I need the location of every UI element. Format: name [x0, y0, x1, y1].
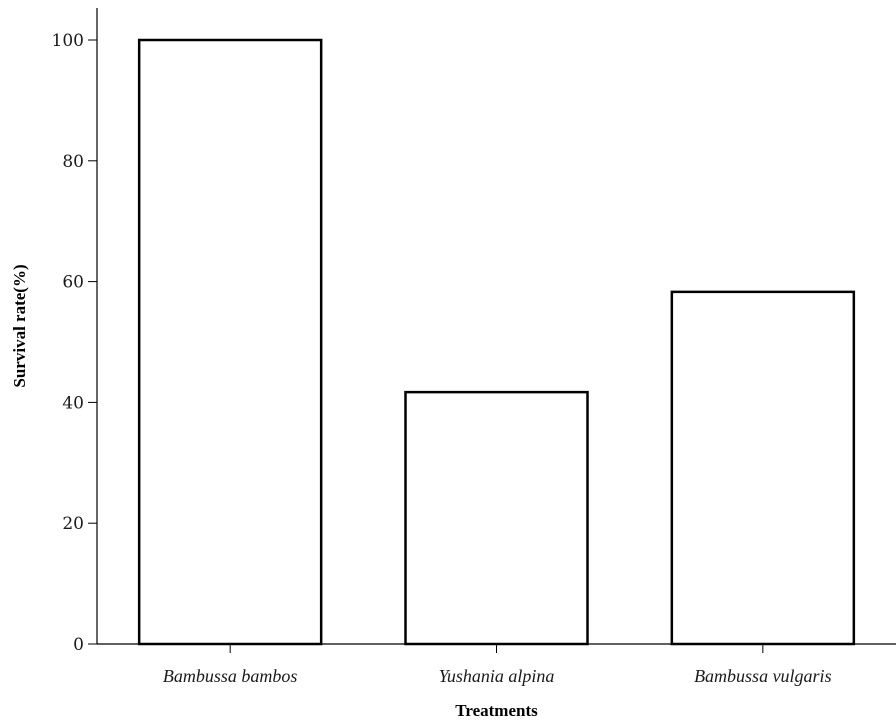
y-tick-label: 20 [62, 514, 84, 534]
y-tick-label: 80 [62, 152, 84, 172]
x-tick-label: Bambussa vulgaris [694, 666, 832, 686]
x-tick-label: Bambussa bambos [163, 666, 298, 686]
y-tick-label: 60 [62, 273, 84, 293]
y-axis-title: Survival rate(%) [10, 264, 29, 387]
x-axis-title: Treatments [455, 701, 538, 720]
x-axis-ticks: Bambussa bambos Yushania alpina Bambussa v… [163, 644, 832, 686]
y-tick-label: 100 [52, 31, 84, 51]
bar [404, 390, 589, 646]
bar [670, 290, 856, 646]
y-tick-label: 40 [62, 393, 84, 413]
bar [137, 38, 323, 646]
bars-group [137, 38, 856, 646]
x-tick-label: Yushania alpina [439, 666, 555, 686]
y-axis-ticks: 0 20 40 60 80 100 [52, 31, 97, 655]
y-tick-label: 0 [73, 635, 84, 655]
